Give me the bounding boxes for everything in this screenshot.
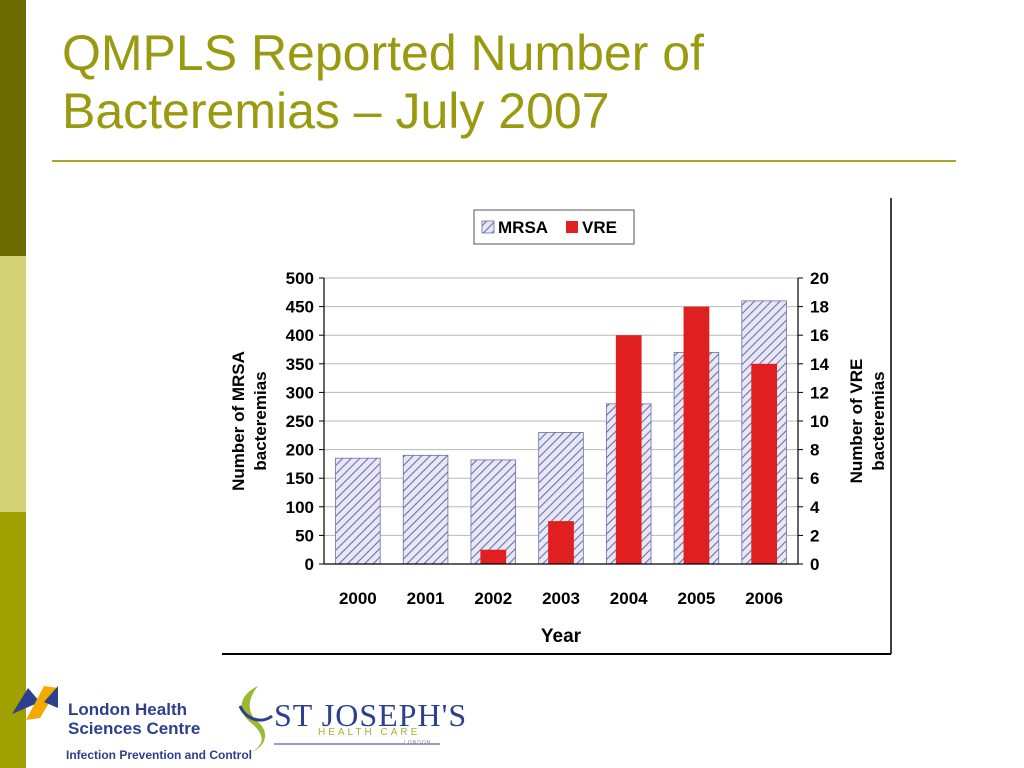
legend-swatch-mrsa: [481, 220, 495, 234]
vre-bar: [751, 363, 778, 564]
mrsa-bar: [402, 454, 449, 565]
left-tick-label: 250: [286, 412, 314, 431]
right-tick-label: 16: [810, 326, 829, 345]
left-axis-title-line1: Number of MRSA: [229, 351, 248, 491]
left-tick-label: 500: [286, 269, 314, 288]
right-tick-label: 8: [810, 441, 819, 460]
side-bar-dark: [0, 0, 26, 256]
left-tick-label: 50: [295, 526, 314, 545]
left-axis-title-line2: bacteremias: [251, 371, 270, 470]
bacteremia-chart: 0 50 100 150 200 250 300 350 400 450 500 0 2 4 6 8 10 12 1…: [222, 198, 892, 655]
vre-bar: [480, 549, 507, 564]
side-bar-olive: [0, 512, 26, 768]
left-tick-label: 450: [286, 298, 314, 317]
vre-bar: [548, 521, 574, 564]
right-tick-label: 18: [810, 298, 829, 317]
legend-box: [473, 209, 635, 245]
side-bar-light: [0, 256, 26, 512]
legend-label-vre: VRE: [582, 218, 617, 237]
left-tick-label: 0: [305, 555, 314, 574]
title-divider: [52, 160, 956, 162]
left-tick-label: 350: [286, 355, 314, 374]
right-tick-label: 10: [810, 412, 829, 431]
lhsc-line1: London Health: [68, 700, 187, 719]
right-tick-label: 12: [810, 383, 829, 402]
right-axis-title-line1: Number of VRE: [847, 359, 866, 484]
vre-bar: [615, 335, 642, 564]
legend-swatch-vre: [566, 221, 578, 233]
x-tick-label: 2006: [745, 589, 783, 608]
lhsc-name: London Health Sciences Centre: [68, 700, 200, 738]
right-tick-label: 14: [810, 355, 829, 374]
x-tick-label: 2004: [610, 589, 648, 608]
right-tick-label: 20: [810, 269, 829, 288]
left-tick-label: 400: [286, 326, 314, 345]
vre-bar: [683, 306, 710, 564]
right-tick-label: 0: [810, 555, 819, 574]
logo-area: [12, 686, 440, 752]
lhsc-line2: Sciences Centre: [68, 719, 201, 738]
right-axis-title-line2: bacteremias: [869, 371, 888, 470]
x-axis-title: Year: [541, 626, 582, 647]
sj-city: LONDON: [404, 740, 432, 746]
x-tick-label: 2000: [339, 589, 377, 608]
right-tick-label: 6: [810, 469, 819, 488]
left-tick-label: 100: [286, 498, 314, 517]
mrsa-bar: [470, 459, 517, 565]
x-tick-label: 2003: [542, 589, 580, 608]
left-tick-label: 300: [286, 383, 314, 402]
mrsa-bar: [335, 457, 381, 565]
x-tick-label: 2001: [407, 589, 445, 608]
sj-subtitle: HEALTH CARE: [318, 727, 421, 738]
left-tick-label: 150: [286, 469, 314, 488]
sj-name: ST JOSEPH'S: [274, 697, 468, 733]
lhsc-logo-icon: [12, 686, 58, 720]
left-tick-label: 200: [286, 441, 314, 460]
legend-label-mrsa: MRSA: [498, 218, 548, 237]
x-tick-label: 2005: [678, 589, 716, 608]
right-tick-label: 2: [810, 526, 819, 545]
x-tick-label: 2002: [474, 589, 512, 608]
lhsc-subtitle: Infection Prevention and Control: [66, 748, 253, 762]
right-tick-label: 4: [810, 498, 820, 517]
st-joseph-logo-icon: [238, 686, 273, 752]
slide-title: QMPLS Reported Number of Bacteremias – J…: [62, 25, 704, 139]
